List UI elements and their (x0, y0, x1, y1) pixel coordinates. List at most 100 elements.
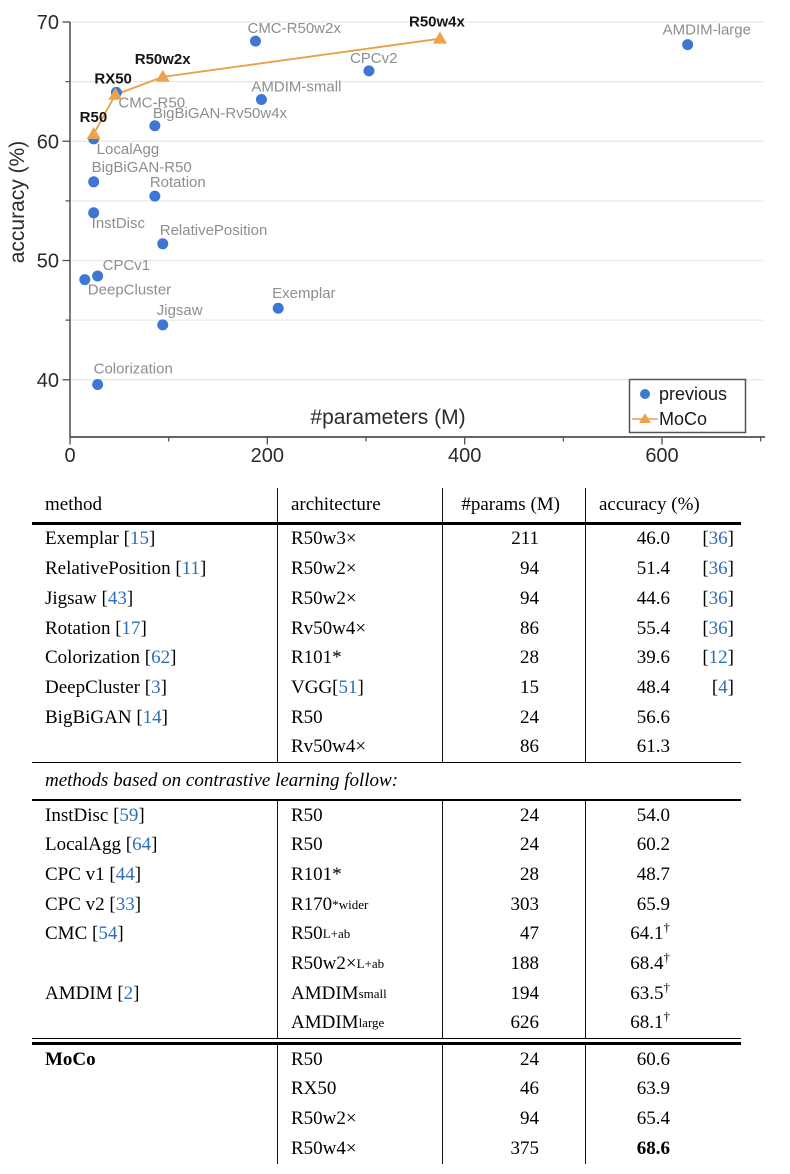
accuracy-cell: 65.9 (585, 889, 745, 920)
accuracy-cell: 60.2 (585, 830, 745, 861)
architecture-name: R50w4× (291, 1137, 357, 1159)
data-point-previous-Rotation (149, 190, 161, 202)
architecture-name: R101* (291, 863, 342, 885)
point-label-BigBiGAN-R50: BigBiGAN-R50 (92, 159, 192, 176)
citation-link[interactable]: 14 (142, 706, 162, 728)
accuracy-value: 48.7 (636, 863, 670, 885)
method-name: Jigsaw (45, 587, 97, 609)
citation-link[interactable]: 36 (708, 528, 728, 550)
accuracy-value: 63.5† (630, 979, 670, 1004)
point-label-Jigsaw: Jigsaw (157, 302, 203, 319)
data-point-previous-Jigsaw (157, 319, 169, 331)
params-cell: 24 (442, 800, 585, 831)
architecture-cell: R101* (277, 860, 442, 890)
table-row: Colorization [62] R101* 28 39.6 [12] (45, 643, 745, 674)
table-row: RelativePosition [11] R50w2× 94 51.4 [36] (45, 554, 745, 584)
point-label-R50w2x: R50w2x (135, 51, 192, 68)
method-cell: Exemplar [15] (45, 528, 156, 550)
table-row: R50w2× L+ab 188 68.4† (45, 949, 745, 979)
data-point-previous-Colorization (92, 379, 104, 391)
method-cell: AMDIM [2] (45, 982, 140, 1004)
table-row: MoCo R50 24 60.6 (45, 1044, 745, 1075)
citation-link[interactable]: 11 (181, 558, 200, 580)
accuracy-cell: 68.1† (585, 1008, 745, 1039)
point-label-CMC-R50w2x: CMC-R50w2x (247, 20, 341, 37)
architecture-name: R50w2× (291, 1108, 357, 1129)
method-name: MoCo (45, 1048, 96, 1070)
point-label-RelativePosition: RelativePosition (160, 222, 268, 239)
citation-link[interactable]: 33 (115, 893, 135, 915)
accuracy-cell: 65.4 (585, 1104, 745, 1134)
params-cell: 94 (442, 1104, 585, 1134)
architecture-name: R50 (291, 834, 323, 856)
citation-link[interactable]: 36 (708, 558, 728, 580)
accuracy-citation: [36] (702, 528, 734, 550)
architecture-name: R50w2× (291, 952, 357, 974)
params-cell: 375 (442, 1133, 585, 1164)
citation-link[interactable]: 59 (119, 804, 139, 826)
section-label: methods based on contrastive learning fo… (45, 770, 399, 792)
citation-link[interactable]: 62 (151, 647, 171, 669)
data-point-moco-R50w2x (155, 69, 170, 82)
section-divider-thin (32, 1038, 741, 1040)
method-name: RelativePosition (45, 558, 171, 580)
citation-link[interactable]: 51 (338, 676, 358, 698)
x-tick-label-200: 200 (251, 445, 284, 467)
accuracy-citation: [36] (702, 617, 734, 639)
architecture-cell: R50 L+ab (277, 919, 442, 950)
citation-link[interactable]: 17 (121, 617, 141, 639)
accuracy-citation: [36] (702, 558, 734, 580)
citation-link[interactable]: 4 (718, 676, 728, 698)
citation-link[interactable]: 2 (123, 982, 134, 1004)
accuracy-value: 68.4† (630, 949, 670, 974)
method-name: Exemplar (45, 528, 119, 550)
architecture-cell: AMDIM small (277, 978, 442, 1009)
accuracy-value: 63.9 (636, 1078, 670, 1100)
citation-link[interactable]: 12 (708, 647, 728, 669)
table-row: Exemplar [15] R50w3× 211 46.0 [36] (45, 524, 745, 555)
accuracy-cell: 48.4 [4] (585, 673, 745, 703)
accuracy-value: 68.1† (630, 1009, 670, 1034)
citation-link[interactable]: 43 (107, 587, 127, 609)
col-header-accuracy: accuracy (%) (585, 488, 745, 522)
architecture-cell: R50w4× (277, 1133, 442, 1164)
table-row: RX50 46 63.9 (45, 1074, 745, 1105)
x-tick-label-600: 600 (645, 445, 678, 467)
accuracy-cell: 48.7 (585, 860, 745, 890)
citation-link[interactable]: 15 (129, 528, 149, 550)
architecture-name: RX50 (291, 1078, 337, 1100)
moco-line (92, 37, 441, 135)
point-label-DeepCluster: DeepCluster (88, 282, 171, 299)
accuracy-cell: 60.6 (585, 1044, 745, 1075)
method-cell: Colorization [62] (45, 647, 177, 669)
method-name: Colorization (45, 647, 140, 669)
accuracy-citation: [4] (711, 676, 734, 698)
architecture-cell: R50w2× (277, 554, 442, 584)
citation-link[interactable]: 36 (708, 587, 728, 609)
citation-link[interactable]: 54 (98, 923, 118, 945)
architecture-name: AMDIM (291, 982, 359, 1004)
accuracy-value: 68.6 (636, 1137, 670, 1159)
architecture-cell: R50 (277, 800, 442, 831)
architecture-cell: AMDIM large (277, 1008, 442, 1039)
table-row: CPC v2 [33] R170 * wider 303 65.9 (45, 889, 745, 920)
legend-box (628, 378, 747, 434)
col-header-method: method (45, 494, 102, 515)
y-tick-label-60: 60 (37, 131, 59, 153)
data-point-previous-DeepCluster (79, 274, 91, 286)
citation-link[interactable]: 44 (115, 863, 135, 885)
point-label-CPCv2: CPCv2 (350, 50, 398, 67)
method-cell: CPC v2 [33] (45, 893, 142, 915)
architecture-cell: R50 (277, 830, 442, 861)
architecture-cell: R50 (277, 1044, 442, 1075)
citation-link[interactable]: 64 (132, 834, 152, 856)
citation-link[interactable]: 36 (708, 617, 728, 639)
point-label-LocalAgg: LocalAgg (97, 141, 160, 158)
accuracy-cell: 56.6 (585, 702, 745, 733)
accuracy-value: 48.4 (636, 676, 670, 698)
section-divider-bottom (32, 799, 741, 801)
point-label-RX50: RX50 (94, 71, 132, 88)
citation-link[interactable]: 3 (151, 676, 161, 698)
params-cell: 46 (442, 1074, 585, 1105)
table-row: CMC [54] R50 L+ab 47 64.1† (45, 919, 745, 950)
